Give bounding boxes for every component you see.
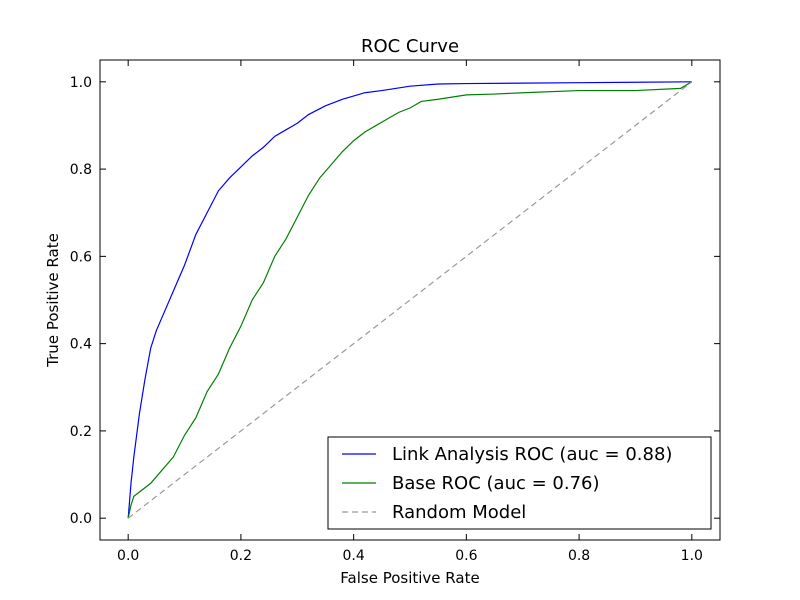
legend-label: Random Model [392,502,526,523]
x-axis-ticks: 0.0 0.2 0.4 0.6 0.8 1.0 [117,60,703,564]
y-tick-label: 0.0 [70,511,92,527]
x-tick-label: 0.8 [568,548,590,564]
legend-label: Base ROC (auc = 0.76) [392,473,600,494]
chart-title: ROC Curve [361,36,459,57]
x-axis-label: False Positive Rate [340,569,479,587]
y-tick-label: 0.2 [70,424,92,440]
x-tick-label: 0.2 [230,548,252,564]
x-tick-label: 0.4 [343,548,365,564]
y-tick-label: 0.6 [70,249,92,265]
series-line-0 [127,81,692,519]
legend: Link Analysis ROC (auc = 0.88) Base ROC (… [327,436,712,530]
series-line-2 [127,81,693,519]
y-tick-label: 1.0 [70,75,92,91]
series-line-1 [127,81,693,519]
x-tick-label: 0.0 [117,548,139,564]
x-tick-label: 1.0 [681,548,703,564]
plot-frame [99,59,721,541]
plot-lines [127,81,693,519]
legend-label: Link Analysis ROC (auc = 0.88) [392,444,672,465]
y-tick-label: 0.4 [70,337,92,353]
x-tick-label: 0.6 [455,548,477,564]
y-tick-label: 0.8 [70,162,92,178]
y-axis-label: True Positive Rate [44,233,62,368]
legend-box [327,436,712,530]
y-axis-ticks: 0.0 0.2 0.4 0.6 0.8 1.0 [70,75,720,527]
